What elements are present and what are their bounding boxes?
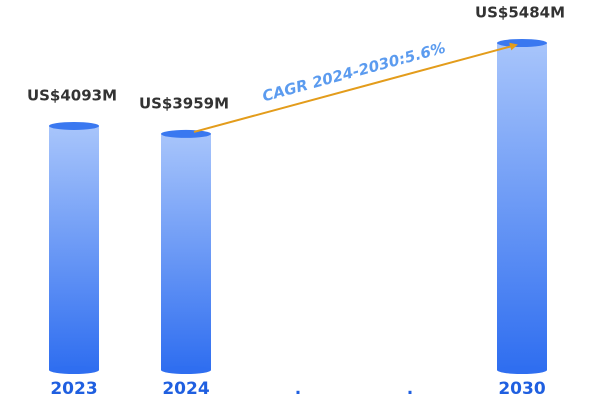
bar-bottom bbox=[49, 366, 99, 374]
x-tick-label: 2024 bbox=[162, 379, 209, 399]
bar-bottom bbox=[497, 366, 547, 374]
x-tick-label: . bbox=[407, 379, 413, 399]
bar bbox=[49, 125, 99, 370]
bar bbox=[161, 133, 211, 370]
value-label: US$4093M bbox=[27, 86, 117, 104]
cagr-arrow bbox=[193, 42, 518, 133]
bar-bottom bbox=[161, 366, 211, 374]
x-tick-label: 2023 bbox=[50, 379, 97, 399]
bar-cap bbox=[161, 129, 211, 138]
x-tick-label: . bbox=[295, 379, 301, 399]
bar bbox=[497, 43, 547, 370]
value-label: US$3959M bbox=[139, 94, 229, 112]
x-tick-label: 2030 bbox=[498, 379, 545, 399]
bar-cap bbox=[497, 39, 547, 47]
value-label: US$5484M bbox=[475, 4, 565, 22]
bar-cap bbox=[49, 121, 99, 130]
